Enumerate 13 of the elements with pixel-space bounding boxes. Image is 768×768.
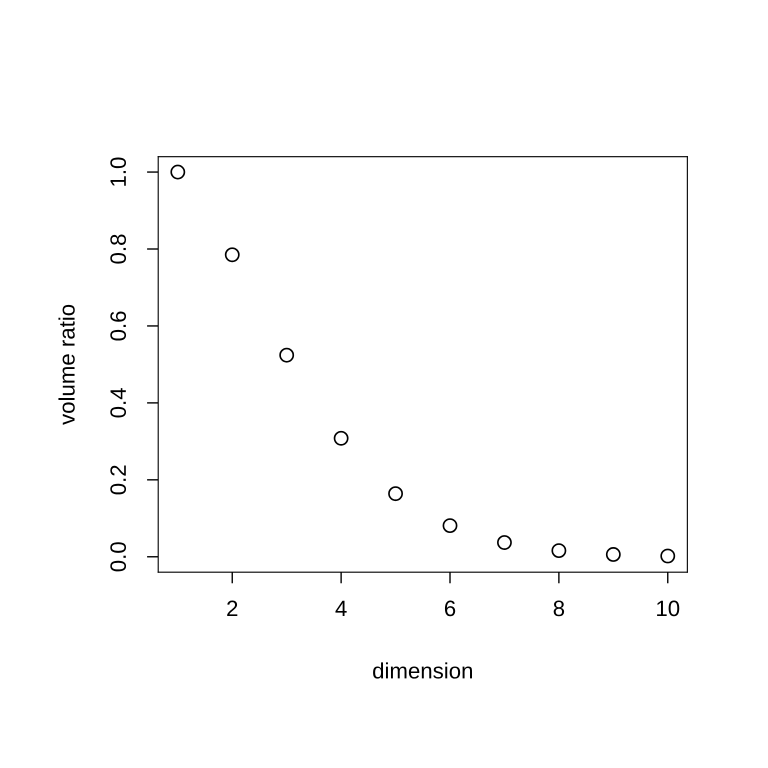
x-tick-label: 10 [657, 600, 680, 616]
x-tick-label: 2 [227, 600, 238, 616]
y-tick-label: 0.2 [110, 466, 126, 494]
x-tick-label: 4 [335, 600, 347, 616]
y-tick-label: 0.0 [110, 542, 126, 572]
x-axis-title: dimension [373, 662, 472, 679]
x-tick-label: 6 [444, 600, 456, 616]
y-tick-label: 0.4 [110, 388, 126, 418]
y-axis-title: volume ratio [58, 304, 75, 425]
y-tick-label: 1.0 [110, 157, 126, 186]
y-tick-label: 0.6 [110, 311, 126, 341]
y-tick-label: 0.8 [110, 234, 126, 264]
x-tick-label: 8 [554, 600, 564, 616]
